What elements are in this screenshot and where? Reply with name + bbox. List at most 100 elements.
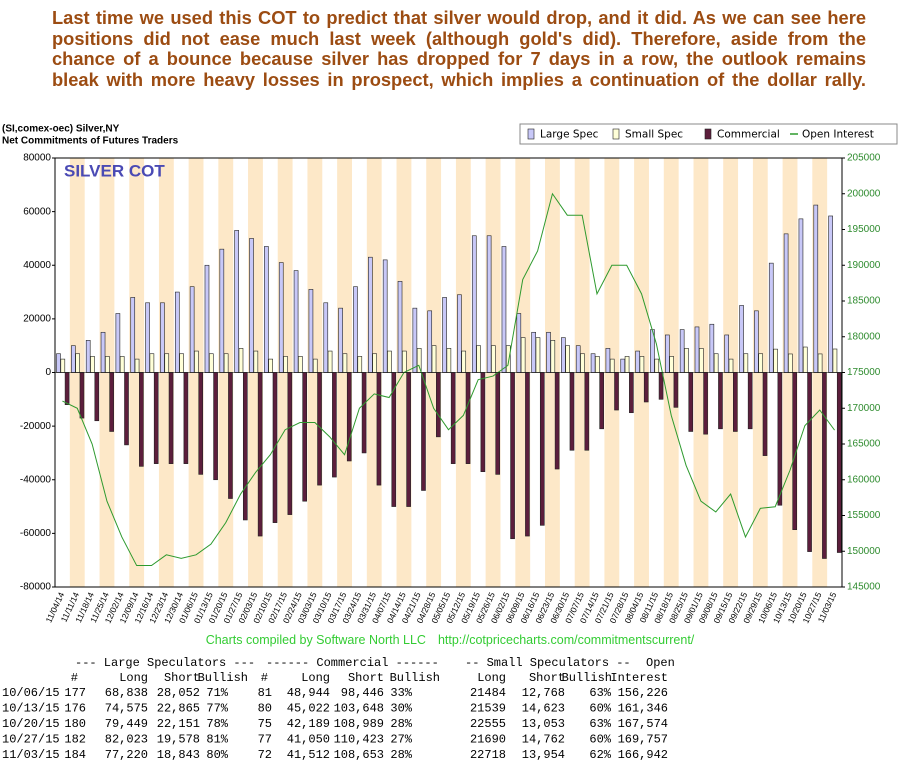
table-cell: 77 bbox=[258, 733, 272, 747]
table-cell: 182 bbox=[64, 733, 86, 747]
bar bbox=[183, 372, 189, 464]
table-cell: 184 bbox=[64, 748, 86, 762]
bar bbox=[109, 372, 114, 432]
table-cell: 80% bbox=[206, 748, 228, 762]
bar bbox=[149, 353, 155, 373]
bar bbox=[654, 358, 660, 373]
line bbox=[62, 192, 835, 567]
bar bbox=[639, 356, 645, 373]
bar bbox=[402, 350, 407, 373]
table-cell: 28,052 bbox=[157, 686, 200, 700]
table-cell: 45,022 bbox=[287, 702, 330, 716]
bar bbox=[412, 307, 418, 373]
bar bbox=[179, 353, 184, 373]
bar bbox=[219, 248, 225, 373]
y2-tick-label: 190000 bbox=[847, 260, 881, 271]
table-cell: 14,762 bbox=[522, 733, 565, 747]
bar bbox=[465, 372, 471, 464]
bar bbox=[302, 372, 307, 502]
credit-text: Charts compiled by Software North LLC bbox=[206, 633, 426, 647]
bar bbox=[406, 372, 411, 507]
bar bbox=[783, 233, 789, 373]
table-cell: 22,151 bbox=[157, 717, 200, 731]
bar bbox=[505, 345, 511, 373]
bar bbox=[119, 356, 125, 373]
bar bbox=[709, 323, 715, 373]
table-cell: 33% bbox=[390, 686, 412, 700]
table-cell: 68,838 bbox=[105, 686, 148, 700]
bar bbox=[673, 372, 679, 408]
bar bbox=[361, 372, 367, 454]
table-cell: 108,653 bbox=[334, 748, 384, 762]
bar bbox=[71, 345, 76, 373]
bar bbox=[828, 215, 833, 373]
table-cell: 10/27/15 bbox=[2, 733, 60, 747]
table-cell: 42,189 bbox=[287, 717, 330, 731]
bar bbox=[338, 307, 343, 373]
bar bbox=[802, 346, 808, 373]
bar bbox=[486, 235, 492, 373]
bar bbox=[584, 372, 590, 451]
bar bbox=[312, 358, 318, 373]
bar bbox=[436, 372, 441, 438]
bar bbox=[565, 345, 570, 373]
y2-tick-label: 150000 bbox=[847, 546, 881, 557]
table-cell: 71% bbox=[206, 686, 228, 700]
bar bbox=[624, 356, 630, 373]
bar bbox=[495, 372, 501, 475]
bar bbox=[733, 372, 738, 432]
bar bbox=[457, 294, 462, 373]
bar bbox=[198, 372, 204, 475]
bar bbox=[743, 353, 749, 373]
table-cell: 75 bbox=[258, 717, 272, 731]
bar bbox=[546, 331, 551, 373]
bar bbox=[461, 350, 467, 373]
bar bbox=[807, 372, 812, 552]
table-column: # bbox=[71, 671, 78, 685]
legend-label: Large Spec bbox=[540, 129, 599, 141]
bar bbox=[387, 350, 392, 373]
y2-tick-label: 165000 bbox=[847, 439, 881, 450]
table-column: Interest bbox=[610, 671, 668, 685]
bar bbox=[836, 372, 842, 553]
bar bbox=[450, 372, 456, 464]
table-cell: 161,346 bbox=[618, 702, 668, 716]
bar bbox=[376, 372, 382, 486]
bar bbox=[768, 262, 774, 373]
y-tick-label: 40000 bbox=[23, 260, 51, 271]
table-cell: 110,423 bbox=[334, 733, 384, 747]
bar bbox=[480, 372, 486, 473]
bar bbox=[346, 372, 352, 462]
bar bbox=[609, 358, 615, 373]
y2-tick-label: 200000 bbox=[847, 188, 881, 199]
table-group: ------ Commercial ------ bbox=[266, 656, 439, 670]
table-cell: 63% bbox=[589, 717, 611, 731]
bar bbox=[817, 353, 823, 373]
table-cell: 103,648 bbox=[334, 702, 384, 716]
table-cell: 80 bbox=[258, 702, 272, 716]
y2-tick-label: 180000 bbox=[847, 331, 881, 342]
bar bbox=[332, 372, 337, 478]
bar bbox=[421, 372, 426, 491]
bar bbox=[223, 353, 229, 373]
bar bbox=[327, 350, 333, 373]
bar bbox=[85, 340, 91, 373]
table-cell: 63% bbox=[589, 686, 611, 700]
bar bbox=[204, 264, 210, 373]
bar bbox=[153, 372, 159, 464]
bar bbox=[442, 297, 447, 373]
bar bbox=[728, 358, 734, 373]
table-cell: 19,578 bbox=[157, 733, 200, 747]
bar bbox=[115, 313, 121, 373]
bar bbox=[60, 358, 66, 373]
bar bbox=[684, 348, 689, 373]
bar bbox=[268, 358, 273, 373]
bar bbox=[539, 372, 545, 526]
bar bbox=[139, 372, 144, 467]
table-cell: 78% bbox=[206, 717, 228, 731]
table-cell: 74,575 bbox=[105, 702, 148, 716]
table-cell: 48,944 bbox=[287, 686, 330, 700]
bar bbox=[658, 372, 664, 400]
bar bbox=[249, 238, 254, 373]
